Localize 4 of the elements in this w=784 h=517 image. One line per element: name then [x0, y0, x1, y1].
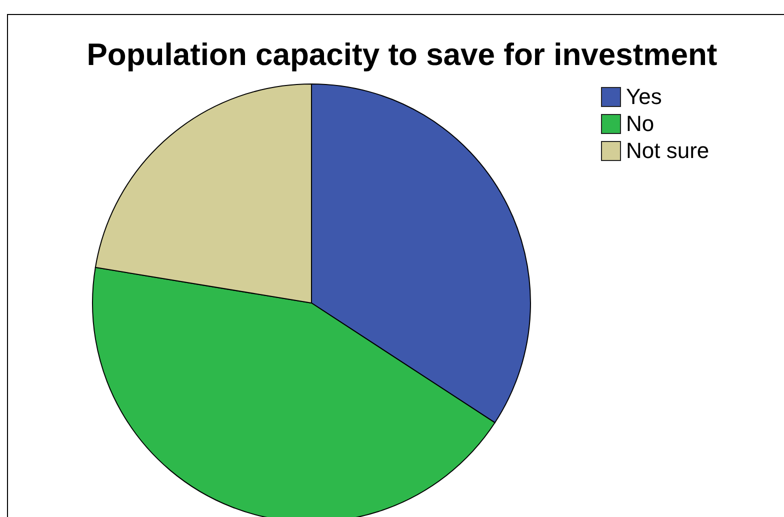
legend-label: Not sure — [626, 137, 710, 164]
legend-label: No — [626, 110, 654, 137]
chart-title: Population capacity to save for investment — [86, 36, 718, 74]
legend-label: Yes — [626, 83, 662, 110]
